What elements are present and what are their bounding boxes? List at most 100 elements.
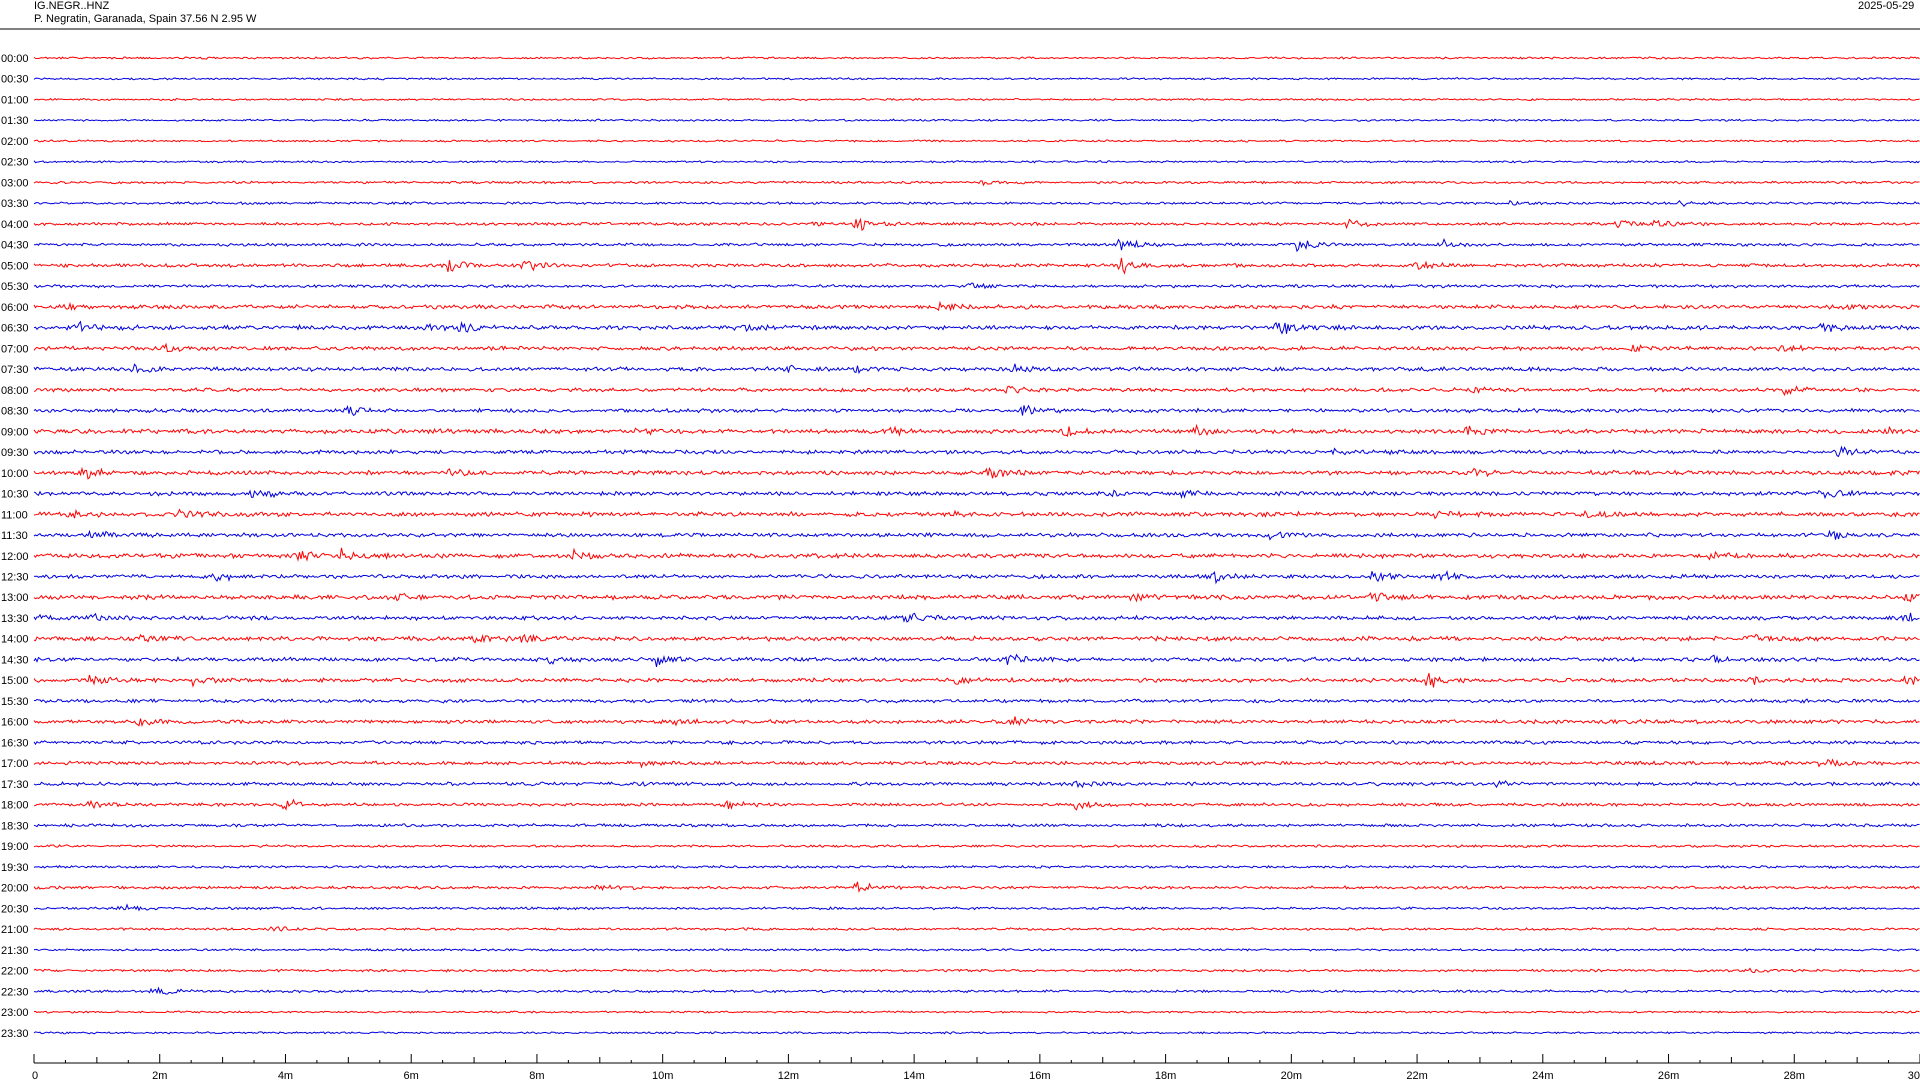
trace-row-1530 bbox=[33, 698, 1920, 704]
trace-row-1330 bbox=[33, 612, 1920, 623]
trace-row-0230 bbox=[33, 159, 1920, 164]
trace-row-0400 bbox=[33, 217, 1920, 232]
x-tick-label: 6m bbox=[404, 1070, 419, 1080]
trace-row-1030 bbox=[33, 489, 1920, 500]
trace-row-2330 bbox=[33, 1031, 1920, 1035]
row-label: 23:30 bbox=[1, 1028, 29, 1040]
row-label: 02:00 bbox=[1, 136, 29, 148]
row-label: 01:00 bbox=[1, 94, 29, 106]
trace-row-1100 bbox=[33, 508, 1920, 520]
row-label: 10:00 bbox=[1, 468, 29, 480]
row-label: 01:30 bbox=[1, 115, 29, 127]
row-label: 10:30 bbox=[1, 489, 29, 501]
x-tick-label: 20m bbox=[1281, 1070, 1302, 1080]
row-label: 13:30 bbox=[1, 613, 29, 625]
trace-row-0000 bbox=[33, 56, 1920, 60]
trace-row-0330 bbox=[33, 199, 1920, 207]
row-label: 17:00 bbox=[1, 758, 29, 770]
row-label: 07:00 bbox=[1, 343, 29, 355]
trace-row-0200 bbox=[33, 139, 1920, 143]
record-date: 2025-05-29 bbox=[1858, 0, 1915, 12]
trace-row-0630 bbox=[33, 320, 1920, 335]
trace-row-2300 bbox=[33, 1010, 1920, 1014]
row-label: 21:00 bbox=[1, 924, 29, 936]
row-label: 18:30 bbox=[1, 820, 29, 832]
row-label: 14:00 bbox=[1, 634, 29, 646]
row-label: 03:30 bbox=[1, 198, 29, 210]
x-tick-label: 28m bbox=[1784, 1070, 1805, 1080]
row-label: 11:00 bbox=[1, 509, 28, 521]
row-label: 04:30 bbox=[1, 240, 29, 252]
row-label: 03:00 bbox=[1, 177, 29, 189]
trace-row-2200 bbox=[33, 967, 1920, 974]
row-label: 22:00 bbox=[1, 966, 29, 978]
trace-row-1230 bbox=[33, 570, 1920, 585]
trace-row-0730 bbox=[33, 363, 1920, 375]
trace-row-0100 bbox=[33, 97, 1920, 102]
trace-row-0500 bbox=[33, 257, 1920, 275]
row-label: 09:00 bbox=[1, 426, 29, 438]
trace-row-1730 bbox=[33, 780, 1920, 789]
station-code: IG.NEGR..HNZ bbox=[34, 0, 110, 12]
x-tick-label: 30 bbox=[1908, 1070, 1920, 1080]
trace-row-2100 bbox=[33, 926, 1920, 932]
row-label: 16:00 bbox=[1, 717, 29, 729]
row-label: 07:30 bbox=[1, 364, 29, 376]
trace-row-2130 bbox=[33, 947, 1920, 952]
row-label: 06:00 bbox=[1, 302, 29, 314]
row-label: 05:30 bbox=[1, 281, 29, 293]
x-tick-label: 16m bbox=[1029, 1070, 1050, 1080]
trace-row-0600 bbox=[33, 300, 1920, 312]
row-label: 23:00 bbox=[1, 1007, 29, 1019]
x-tick-label: 8m bbox=[529, 1070, 544, 1080]
trace-row-1900 bbox=[33, 844, 1920, 849]
trace-row-1130 bbox=[33, 529, 1920, 541]
row-label: 00:00 bbox=[1, 53, 29, 65]
trace-row-0530 bbox=[33, 282, 1920, 290]
row-label: 06:30 bbox=[1, 323, 29, 335]
row-label: 18:00 bbox=[1, 800, 29, 812]
row-label: 02:30 bbox=[1, 157, 29, 169]
trace-row-0830 bbox=[33, 404, 1920, 416]
row-label: 19:30 bbox=[1, 862, 29, 874]
trace-row-1830 bbox=[33, 822, 1920, 828]
x-tick-label: 26m bbox=[1658, 1070, 1679, 1080]
row-label: 11:30 bbox=[1, 530, 28, 542]
row-label: 20:00 bbox=[1, 883, 29, 895]
row-label: 15:30 bbox=[1, 696, 29, 708]
trace-row-1200 bbox=[33, 547, 1920, 562]
trace-row-1800 bbox=[33, 798, 1920, 811]
row-label: 16:30 bbox=[1, 737, 29, 749]
x-tick-label: 14m bbox=[903, 1070, 924, 1080]
trace-row-0430 bbox=[33, 237, 1920, 253]
trace-row-1430 bbox=[33, 653, 1920, 667]
x-tick-label: 22m bbox=[1406, 1070, 1427, 1080]
row-label: 22:30 bbox=[1, 986, 29, 998]
row-label: 17:30 bbox=[1, 779, 29, 791]
row-label: 08:00 bbox=[1, 385, 29, 397]
row-label: 05:00 bbox=[1, 260, 29, 272]
row-label: 21:30 bbox=[1, 945, 29, 957]
trace-row-0900 bbox=[33, 423, 1920, 437]
trace-row-0300 bbox=[33, 180, 1920, 187]
trace-row-1500 bbox=[33, 673, 1920, 688]
x-tick-label: 24m bbox=[1532, 1070, 1553, 1080]
x-tick-label: 0 bbox=[32, 1070, 38, 1080]
trace-row-0130 bbox=[33, 118, 1920, 123]
trace-row-1300 bbox=[33, 592, 1920, 603]
trace-row-1700 bbox=[33, 758, 1920, 769]
row-label: 08:30 bbox=[1, 406, 29, 418]
x-tick-label: 12m bbox=[778, 1070, 799, 1080]
x-tick-label: 10m bbox=[652, 1070, 673, 1080]
station-location: P. Negratin, Garanada, Spain 37.56 N 2.9… bbox=[34, 13, 257, 25]
trace-row-1630 bbox=[33, 739, 1920, 746]
trace-row-2000 bbox=[33, 881, 1920, 893]
row-label: 00:30 bbox=[1, 74, 29, 86]
trace-row-1000 bbox=[33, 466, 1920, 480]
row-label: 04:00 bbox=[1, 219, 29, 231]
trace-row-2230 bbox=[33, 986, 1920, 995]
x-tick-label: 4m bbox=[278, 1070, 293, 1080]
x-tick-label: 2m bbox=[152, 1070, 167, 1080]
row-label: 14:30 bbox=[1, 654, 29, 666]
